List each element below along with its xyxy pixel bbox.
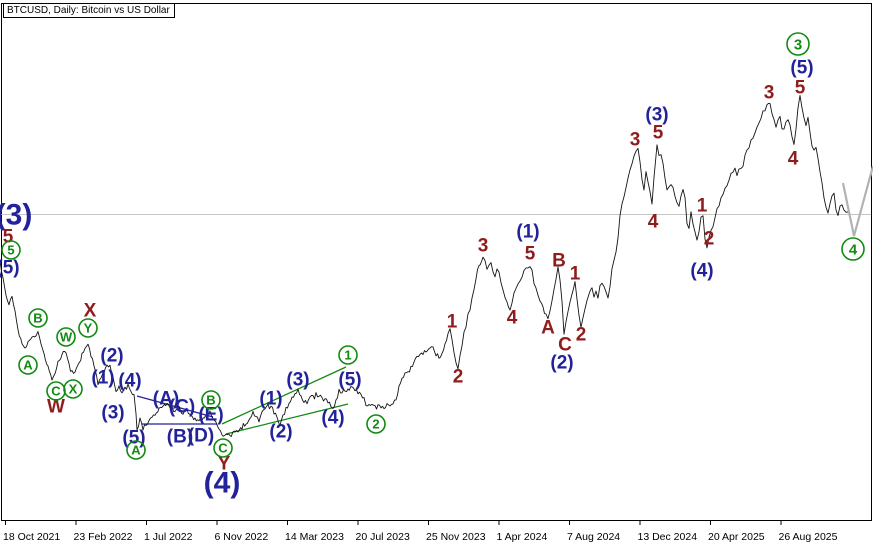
trendline-navy-0[interactable] bbox=[136, 395, 214, 418]
chart-title: BTCUSD, Daily: Bitcoin vs US Dollar bbox=[7, 5, 170, 16]
wave-label-red-2: 2 bbox=[704, 229, 715, 250]
wave-label-green-circled-big-3: 3 bbox=[794, 36, 802, 53]
wave-label-green-circled-B-circle bbox=[28, 308, 48, 328]
wave-label-navy-1: (1) bbox=[91, 368, 114, 389]
trendline-green-3[interactable] bbox=[225, 403, 349, 435]
wave-label-red-5: 5 bbox=[3, 227, 14, 248]
wave-label-green-circled-A-circle bbox=[126, 440, 146, 460]
wave-label-green-circled-C: C bbox=[51, 384, 61, 399]
wave-label-navy-3: (3) bbox=[286, 370, 309, 391]
wave-label-green-circled-A-circle bbox=[18, 355, 38, 375]
wave-label-green-circled-W-circle bbox=[56, 327, 76, 347]
x-axis-label[interactable]: 23 Feb 2022 bbox=[74, 531, 133, 543]
chart-frame bbox=[1, 3, 872, 521]
wave-label-navy-2: (2) bbox=[550, 353, 573, 374]
wave-label-navy-2: (2) bbox=[269, 422, 292, 443]
wave-label-green-circled-A: A bbox=[131, 443, 141, 458]
wave-label-red-4: 4 bbox=[788, 149, 799, 170]
x-axis-label[interactable]: 1 Apr 2024 bbox=[497, 531, 548, 543]
wave-label-green-circled-2: 2 bbox=[372, 417, 379, 432]
wave-label-red-A: A bbox=[541, 318, 555, 339]
x-axis-label[interactable]: 20 Jul 2023 bbox=[356, 531, 410, 543]
wave-label-navy-4: (4) bbox=[118, 371, 141, 392]
x-axis-label[interactable]: 20 Apr 2025 bbox=[708, 531, 765, 543]
x-axis-label[interactable]: 26 Aug 2025 bbox=[779, 531, 838, 543]
x-axis-label[interactable]: 18 Oct 2021 bbox=[3, 531, 60, 543]
wave-label-green-circled-X: X bbox=[69, 382, 78, 397]
wave-label-navy-A: (A) bbox=[153, 389, 179, 410]
wave-label-green-circled-1-circle bbox=[338, 345, 358, 365]
wave-label-red-2: 2 bbox=[453, 367, 464, 388]
wave-label-navy-4: (4) bbox=[321, 408, 344, 429]
wave-label-red-5: 5 bbox=[795, 78, 806, 99]
wave-label-red-3: 3 bbox=[630, 130, 641, 151]
wave-label-green-circled-big-4: 4 bbox=[849, 241, 858, 258]
wave-label-navy-E: (E) bbox=[198, 405, 223, 426]
wave-label-green-circled-B-circle bbox=[201, 390, 221, 410]
wave-label-navy-B: (B) bbox=[167, 427, 193, 448]
wave-label-green-circled-X-circle bbox=[63, 379, 83, 399]
wave-label-navy-1: (1) bbox=[259, 389, 282, 410]
wave-label-green-circled-big-3-circle bbox=[786, 32, 810, 56]
wave-label-red-4: 4 bbox=[507, 308, 518, 329]
wave-label-navy-5: (5) bbox=[790, 58, 813, 79]
wave-label-navy-D: (D) bbox=[188, 426, 214, 447]
wave-label-green-circled-1: 1 bbox=[344, 348, 351, 363]
wave-label-navy-5: (5) bbox=[122, 428, 145, 449]
x-axis-label[interactable]: 7 Aug 2024 bbox=[567, 531, 620, 543]
wave-label-red-Y: Y bbox=[218, 454, 231, 475]
wave-label-green-circled-Y-circle bbox=[78, 318, 98, 338]
wave-label-green-circled-2-circle bbox=[366, 414, 386, 434]
price-line bbox=[0, 94, 849, 437]
wave-label-navy-3: (3) bbox=[101, 403, 124, 424]
wave-label-red-3: 3 bbox=[764, 83, 775, 104]
x-axis-label[interactable]: 6 Nov 2022 bbox=[215, 531, 269, 543]
wave-label-green-circled-5: 5 bbox=[7, 243, 14, 258]
wave-label-navy-big-4: (4) bbox=[204, 467, 241, 500]
wave-label-red-5: 5 bbox=[653, 123, 664, 144]
x-axis-label[interactable]: 25 Nov 2023 bbox=[426, 531, 486, 543]
wave-label-green-circled-B: B bbox=[33, 311, 42, 326]
wave-label-green-circled-C-circle bbox=[213, 438, 233, 458]
wave-label-red-2: 2 bbox=[576, 325, 587, 346]
wave-label-navy-4: (4) bbox=[690, 261, 713, 282]
trendline-green-2[interactable] bbox=[221, 366, 347, 425]
wave-label-red-1: 1 bbox=[570, 264, 581, 285]
wave-label-navy-big-3: (3) bbox=[0, 199, 32, 232]
wave-label-red-5: 5 bbox=[525, 244, 536, 265]
wave-label-red-W: W bbox=[47, 397, 65, 418]
wave-label-navy-C: (C) bbox=[169, 397, 195, 418]
wave-label-navy-3: (3) bbox=[645, 105, 668, 126]
wave-label-red-C: C bbox=[558, 335, 572, 356]
wave-label-navy-2: (2) bbox=[100, 346, 123, 367]
wave-label-red-1: 1 bbox=[447, 312, 458, 333]
wave-label-green-circled-B: B bbox=[206, 393, 215, 408]
x-axis-label[interactable]: 1 Jul 2022 bbox=[144, 531, 193, 543]
wave-label-red-3: 3 bbox=[478, 236, 489, 257]
wave-label-green-circled-W: W bbox=[60, 330, 73, 345]
wave-label-navy-5: (5) bbox=[0, 258, 20, 279]
x-axis-label[interactable]: 14 Mar 2023 bbox=[285, 531, 344, 543]
wave-label-green-circled-big-4-circle bbox=[841, 237, 865, 261]
wave-label-red-B: B bbox=[552, 251, 566, 272]
wave-label-red-1: 1 bbox=[697, 196, 708, 217]
x-axis-label[interactable]: 13 Dec 2024 bbox=[638, 531, 698, 543]
chart-title-box: BTCUSD, Daily: Bitcoin vs US Dollar bbox=[3, 3, 175, 18]
wave-label-green-circled-C: C bbox=[218, 441, 228, 456]
wave-label-green-circled-Y: Y bbox=[84, 321, 93, 336]
wave-label-red-4: 4 bbox=[648, 212, 659, 233]
projection-line[interactable] bbox=[841, 165, 873, 237]
wave-label-green-circled-A: A bbox=[23, 358, 33, 373]
wave-label-navy-5: (5) bbox=[338, 370, 361, 391]
wave-label-red-X: X bbox=[84, 301, 97, 322]
wave-label-navy-1: (1) bbox=[516, 222, 539, 243]
wave-label-green-circled-5-circle bbox=[1, 240, 21, 260]
